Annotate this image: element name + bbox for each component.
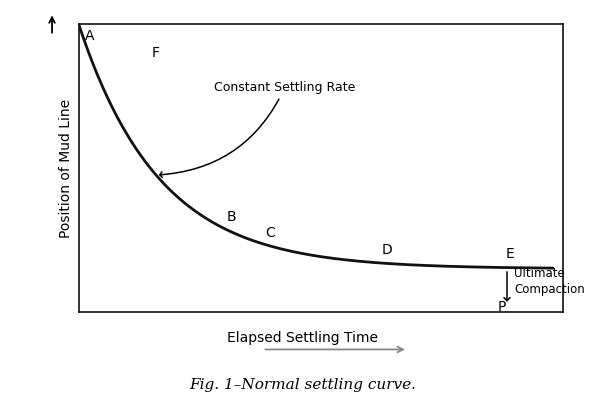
Text: Fig. 1–Normal settling curve.: Fig. 1–Normal settling curve.	[189, 378, 416, 392]
Y-axis label: Position of Mud Line: Position of Mud Line	[59, 98, 73, 238]
Text: F: F	[151, 46, 159, 60]
Text: Constant Settling Rate: Constant Settling Rate	[160, 81, 356, 178]
Text: A: A	[85, 29, 94, 43]
Text: Elapsed Settling Time: Elapsed Settling Time	[227, 331, 378, 345]
Text: Ultimate
Compaction: Ultimate Compaction	[514, 267, 585, 296]
Text: P: P	[498, 300, 506, 314]
Text: C: C	[265, 226, 275, 240]
Text: B: B	[226, 210, 236, 224]
Text: D: D	[381, 243, 392, 257]
Text: E: E	[506, 247, 514, 261]
